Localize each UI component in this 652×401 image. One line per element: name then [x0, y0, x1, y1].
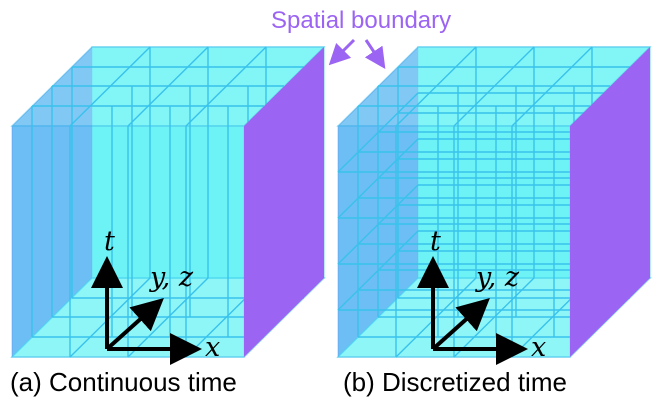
axes-continuous: t y, z x: [91, 226, 220, 365]
spatial-boundary-label: Spatial boundary: [271, 7, 451, 34]
yz-axis-label: y, z: [149, 262, 194, 293]
yz-axis-arrow: [105, 297, 164, 351]
spacetime-cube-continuous: [10, 46, 326, 358]
annotation-arrow-right: [364, 39, 386, 69]
right-spatial-boundary: [244, 47, 324, 357]
right-spatial-boundary: [570, 47, 650, 357]
yz-axis-label: y, z: [475, 262, 520, 293]
spacetime-cube-discretized: [336, 46, 652, 358]
panel-continuous-time: t y, z x (a) Continuous time: [10, 46, 326, 397]
panel-discretized-time: t y, z x (b) Discretized time: [336, 46, 652, 397]
x-axis-label: x: [531, 332, 546, 363]
caption-discretized: (b) Discretized time: [343, 367, 567, 397]
annotation-arrow-left: [328, 38, 356, 66]
t-axis-label: t: [430, 226, 441, 257]
t-axis-label: t: [104, 226, 115, 257]
yz-axis-arrow: [431, 297, 490, 351]
x-axis-label: x: [205, 332, 220, 363]
axes-discretized: t y, z x: [417, 226, 546, 365]
caption-continuous: (a) Continuous time: [10, 367, 237, 397]
spatial-boundary-annotation: Spatial boundary: [271, 7, 451, 69]
